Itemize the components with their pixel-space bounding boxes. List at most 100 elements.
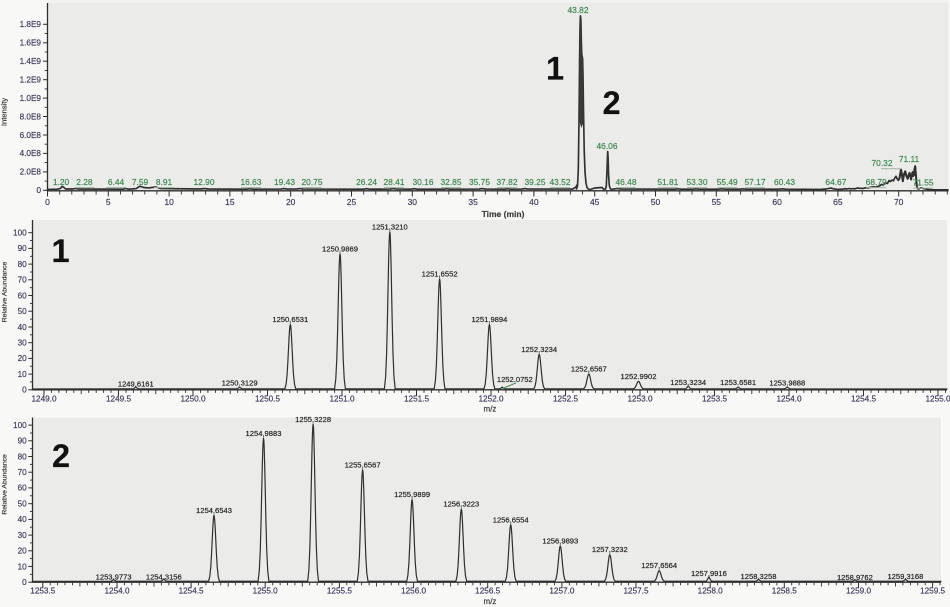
svg-text:1258.5: 1258.5 — [772, 587, 797, 596]
svg-text:30: 30 — [18, 531, 28, 540]
svg-text:70: 70 — [18, 468, 28, 477]
svg-text:51.81: 51.81 — [657, 177, 678, 187]
svg-text:1254.5: 1254.5 — [851, 395, 876, 404]
svg-text:70: 70 — [18, 276, 28, 285]
svg-text:1251.9894: 1251.9894 — [471, 315, 507, 324]
svg-text:43.52: 43.52 — [550, 177, 571, 187]
svg-text:1250.3129: 1250.3129 — [222, 378, 258, 387]
svg-text:65: 65 — [833, 197, 843, 207]
svg-text:1251.3210: 1251.3210 — [372, 222, 408, 231]
svg-text:20: 20 — [18, 547, 28, 556]
svg-text:1249.0: 1249.0 — [31, 395, 56, 404]
svg-text:2: 2 — [52, 438, 70, 474]
svg-text:40: 40 — [18, 515, 28, 524]
svg-text:90: 90 — [18, 437, 28, 446]
svg-text:4.0E8: 4.0E8 — [20, 149, 42, 158]
svg-text:0: 0 — [22, 386, 27, 395]
svg-text:Relative Abundance: Relative Abundance — [2, 454, 9, 515]
svg-text:1: 1 — [546, 51, 564, 87]
svg-text:71.55: 71.55 — [913, 177, 934, 187]
svg-text:1258.3258: 1258.3258 — [741, 572, 777, 581]
svg-text:1250.5: 1250.5 — [255, 395, 280, 404]
svg-text:53.30: 53.30 — [687, 177, 708, 187]
svg-text:6.44: 6.44 — [108, 177, 125, 187]
svg-text:1257.9916: 1257.9916 — [691, 569, 727, 578]
svg-text:1255.6567: 1255.6567 — [345, 460, 381, 469]
svg-text:5: 5 — [106, 197, 111, 207]
svg-text:60: 60 — [18, 291, 28, 300]
svg-text:30: 30 — [408, 197, 418, 207]
svg-text:1251.5: 1251.5 — [404, 395, 429, 404]
svg-text:1.0E9: 1.0E9 — [20, 94, 42, 103]
svg-text:1249.5: 1249.5 — [106, 395, 131, 404]
svg-text:1259.3168: 1259.3168 — [887, 572, 923, 581]
svg-text:1258.0: 1258.0 — [698, 587, 723, 596]
svg-text:m/z: m/z — [484, 597, 497, 606]
svg-text:1255.9899: 1255.9899 — [394, 490, 430, 499]
svg-text:43.82: 43.82 — [568, 5, 589, 15]
svg-text:1252.6567: 1252.6567 — [571, 365, 607, 374]
svg-text:68.79: 68.79 — [866, 177, 887, 187]
svg-text:1: 1 — [51, 233, 69, 269]
svg-text:60: 60 — [772, 197, 782, 207]
svg-text:1253.5: 1253.5 — [30, 587, 55, 596]
svg-text:1254.5: 1254.5 — [179, 587, 204, 596]
svg-text:6.0E8: 6.0E8 — [20, 131, 42, 140]
svg-text:40: 40 — [18, 323, 28, 332]
svg-text:1257.0: 1257.0 — [549, 587, 574, 596]
svg-text:1254.0: 1254.0 — [776, 395, 801, 404]
svg-text:1255.0: 1255.0 — [253, 587, 278, 596]
svg-text:m/z: m/z — [484, 405, 497, 414]
svg-text:20: 20 — [18, 354, 28, 363]
svg-text:0: 0 — [36, 186, 41, 195]
svg-text:35.75: 35.75 — [469, 177, 490, 187]
svg-text:1256.9893: 1256.9893 — [542, 537, 578, 546]
svg-text:71.11: 71.11 — [899, 154, 920, 164]
svg-text:10: 10 — [18, 370, 28, 379]
svg-text:1259.0: 1259.0 — [846, 587, 871, 596]
svg-text:1.20: 1.20 — [53, 177, 70, 187]
svg-text:50: 50 — [651, 197, 661, 207]
svg-text:1257.6564: 1257.6564 — [641, 561, 677, 570]
svg-text:1253.0: 1253.0 — [627, 395, 652, 404]
svg-text:100: 100 — [13, 229, 27, 238]
svg-text:50: 50 — [18, 500, 28, 509]
svg-text:30.16: 30.16 — [413, 177, 434, 187]
svg-text:1256.6554: 1256.6554 — [493, 515, 529, 524]
svg-text:45: 45 — [590, 197, 600, 207]
svg-text:0: 0 — [45, 197, 50, 207]
svg-text:1256.5: 1256.5 — [475, 587, 500, 596]
svg-text:12.90: 12.90 — [194, 177, 215, 187]
svg-text:55: 55 — [712, 197, 722, 207]
svg-text:1255.5: 1255.5 — [327, 587, 352, 596]
svg-text:2.28: 2.28 — [76, 177, 93, 187]
svg-text:1253.9773: 1253.9773 — [96, 573, 132, 582]
svg-text:80: 80 — [18, 452, 28, 461]
svg-text:2: 2 — [602, 85, 620, 121]
svg-text:1.4E9: 1.4E9 — [20, 57, 42, 66]
svg-text:10: 10 — [18, 562, 28, 571]
svg-text:8.91: 8.91 — [156, 177, 173, 187]
svg-text:1252.9902: 1252.9902 — [621, 372, 657, 381]
svg-text:1253.9888: 1253.9888 — [769, 378, 805, 387]
svg-text:Intensity: Intensity — [0, 98, 9, 126]
svg-text:50: 50 — [18, 307, 28, 316]
svg-text:30: 30 — [18, 339, 28, 348]
svg-text:7.59: 7.59 — [132, 177, 149, 187]
svg-text:25: 25 — [347, 197, 357, 207]
svg-text:1251.0: 1251.0 — [329, 395, 354, 404]
svg-text:1250.9869: 1250.9869 — [322, 244, 358, 253]
svg-text:1253.3234: 1253.3234 — [670, 378, 706, 387]
svg-text:32.85: 32.85 — [441, 177, 462, 187]
svg-text:1252.0752: 1252.0752 — [497, 375, 533, 384]
svg-text:1254.9883: 1254.9883 — [246, 429, 282, 438]
svg-text:1.2E9: 1.2E9 — [20, 76, 42, 85]
svg-text:28.41: 28.41 — [384, 177, 405, 187]
svg-text:20: 20 — [286, 197, 296, 207]
svg-text:8.0E8: 8.0E8 — [20, 112, 42, 121]
svg-text:1259.5: 1259.5 — [920, 587, 945, 596]
svg-text:39.25: 39.25 — [525, 177, 546, 187]
svg-text:46.48: 46.48 — [616, 177, 637, 187]
svg-text:90: 90 — [18, 244, 28, 253]
svg-text:60: 60 — [18, 484, 28, 493]
